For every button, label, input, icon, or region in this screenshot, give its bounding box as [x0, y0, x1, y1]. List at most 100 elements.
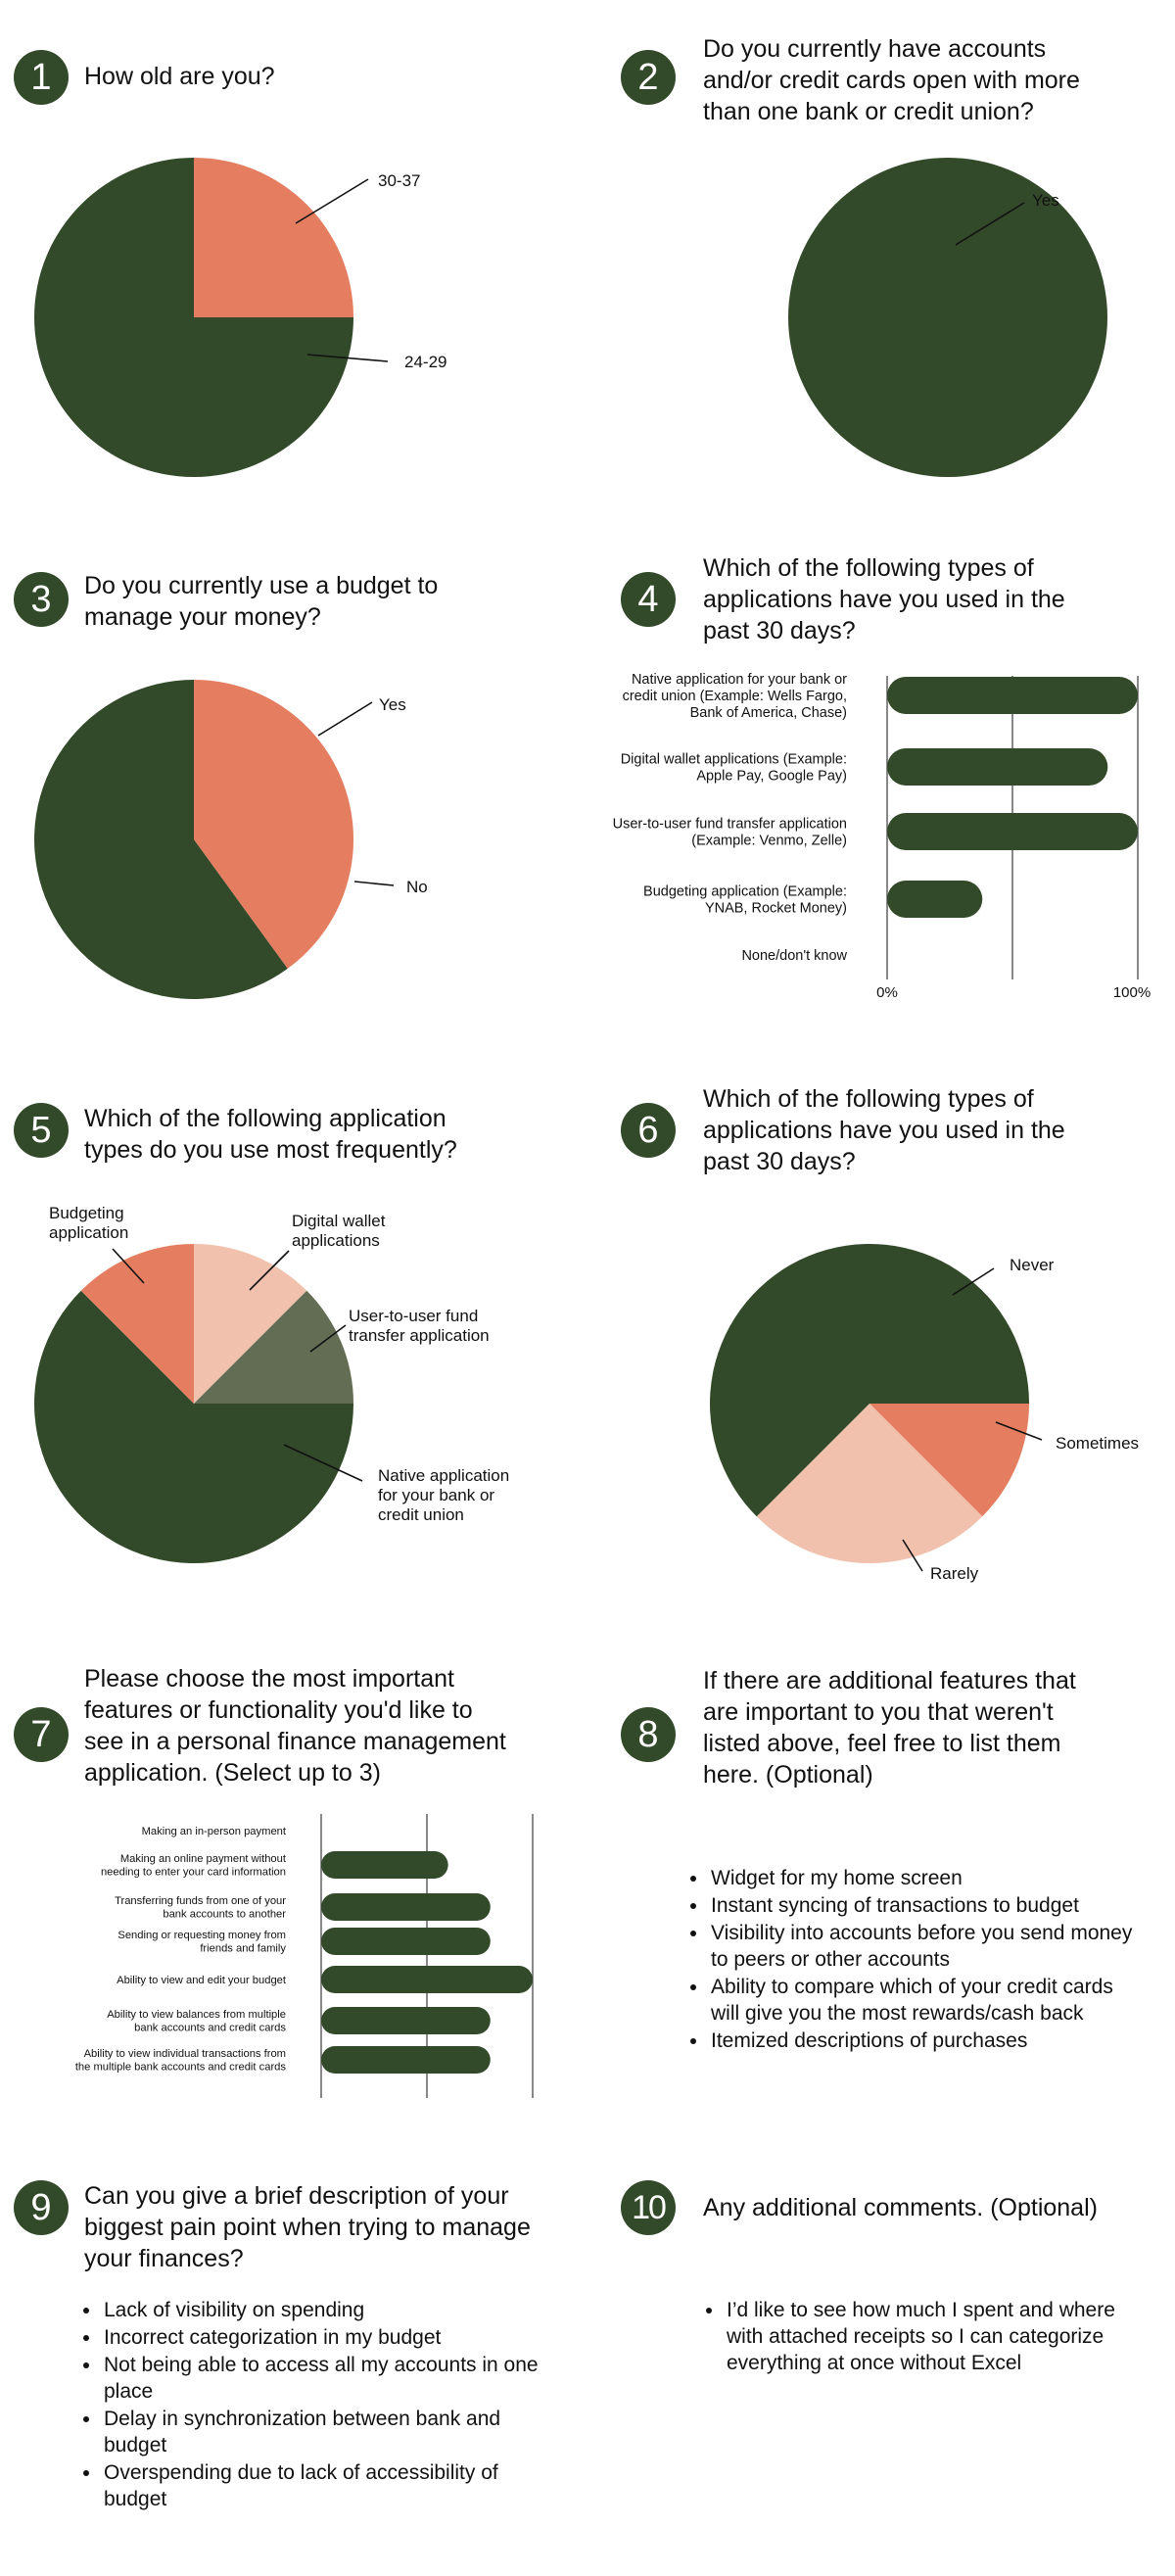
title-line: features or functionality you'd like to	[84, 1696, 473, 1724]
bar	[321, 1851, 448, 1879]
list-item-line: place	[104, 2380, 154, 2403]
slice-label: Native application for your bank or credit…	[378, 1466, 509, 1524]
pie-slice	[756, 1404, 983, 1563]
title-line: your finances?	[84, 2245, 244, 2272]
tick-label: 100%	[1113, 984, 1151, 1001]
callout-line	[317, 701, 373, 737]
bar	[321, 1928, 491, 1955]
question-title-2: Do you currently have accounts and/or cr…	[703, 33, 1080, 127]
title-line: Do you currently have accounts	[703, 35, 1047, 63]
title-line: see in a personal finance management	[84, 1728, 506, 1755]
list-item-line: Itemized descriptions of purchases	[711, 2029, 1028, 2052]
list-item-line: will give you the most rewards/cash back	[711, 2002, 1084, 2025]
list-item-line: Lack of visibility on spending	[104, 2299, 365, 2321]
slice-label: Yes	[379, 695, 406, 714]
list-item-line: budget	[104, 2488, 167, 2510]
question-title-10: Any additional comments. (Optional)	[703, 2192, 1098, 2223]
title-line: Which of the following application	[84, 1105, 446, 1132]
title-line: Please choose the most important	[84, 1665, 454, 1693]
title-line: listed above, feel free to list them	[703, 1730, 1061, 1757]
question-title-9: Can you give a brief description of your…	[84, 2180, 531, 2274]
bar	[887, 677, 1138, 714]
bar	[321, 1893, 491, 1921]
callout-line	[249, 1250, 290, 1291]
list-item-line: everything at once without Excel	[727, 2352, 1022, 2374]
pie-slice	[194, 158, 353, 317]
list-item: Instant syncing of transactions to budge…	[709, 1892, 1132, 1919]
question-title-6: Which of the following types of applicat…	[703, 1083, 1065, 1177]
category-label: Digital wallet applications (Example: App…	[621, 752, 847, 785]
title-line: types do you use most frequently?	[84, 1136, 457, 1164]
pie-slice	[34, 158, 353, 477]
list-item: Itemized descriptions of purchases	[709, 2027, 1132, 2054]
title-line: past 30 days?	[703, 1148, 856, 1175]
title-line: are important to you that weren't	[703, 1698, 1054, 1726]
callout-line	[295, 178, 369, 224]
answer-list-q9: Lack of visibility on spending Incorrect…	[65, 2297, 539, 2513]
category-label: Ability to view and edit your budget	[117, 1975, 287, 1986]
pie-slice	[33, 1290, 353, 1563]
question-title-4: Which of the following types of applicat…	[703, 552, 1065, 646]
title-line: applications have you used in the	[703, 586, 1065, 613]
question-title-8: If there are additional features that ar…	[703, 1665, 1076, 1790]
pie-slice	[80, 1244, 194, 1404]
slice-label: Yes	[1032, 191, 1059, 210]
slice-label: No	[406, 878, 428, 896]
slice-label: Sometimes	[1056, 1434, 1139, 1453]
list-item-line: Overspending due to lack of accessibilit…	[104, 2461, 498, 2484]
title-line: than one bank or credit union?	[703, 98, 1034, 125]
question-number-4: 4	[621, 572, 676, 627]
pie-slice	[194, 680, 353, 969]
title-line: Any additional comments. (Optional)	[703, 2194, 1098, 2221]
category-label: User-to-user fund transfer application (E…	[613, 817, 847, 849]
list-item-line: Visibility into accounts before you send…	[711, 1922, 1133, 1944]
category-label: Transferring funds from one of your bank …	[115, 1895, 286, 1921]
callout-line	[309, 1324, 347, 1353]
list-item: Lack of visibility on spending	[102, 2297, 539, 2323]
callout-line	[306, 354, 389, 362]
title-line: applications have you used in the	[703, 1117, 1065, 1144]
category-label: Sending or requesting money from friends …	[118, 1930, 286, 1955]
bar	[887, 881, 983, 918]
category-label: Native application for your bank or credi…	[623, 672, 848, 721]
category-label: Making an online payment without needing …	[101, 1853, 287, 1879]
pie-slice	[194, 1244, 307, 1404]
title-line: biggest pain point when trying to manage	[84, 2214, 531, 2241]
question-title-7: Please choose the most important feature…	[84, 1663, 506, 1789]
question-number-9: 9	[14, 2180, 69, 2235]
question-number-2: 2	[621, 50, 676, 105]
list-item: Ability to compare which of your credit …	[709, 1974, 1132, 2027]
list-item-line: Not being able to access all my accounts…	[104, 2354, 539, 2376]
question-title-1: How old are you?	[84, 61, 275, 92]
bar	[887, 748, 1108, 786]
title-line: Do you currently use a budget to	[84, 572, 439, 599]
pie-slice	[194, 1290, 353, 1404]
callout-line	[112, 1248, 145, 1284]
category-label: None/don't know	[741, 948, 847, 964]
callout-line	[995, 1421, 1043, 1441]
bar	[321, 2046, 491, 2074]
slice-label: User-to-user fund transfer application	[349, 1307, 490, 1345]
pie-slice	[34, 680, 288, 999]
title-line: manage your money?	[84, 603, 321, 631]
list-item: Overspending due to lack of accessibilit…	[102, 2459, 539, 2512]
slice-label: 24-29	[404, 353, 446, 371]
list-item-line: budget	[104, 2434, 167, 2457]
pie-slice	[710, 1244, 1029, 1517]
list-item-line: Incorrect categorization in my budget	[104, 2326, 442, 2349]
list-item: Incorrect categorization in my budget	[102, 2324, 539, 2351]
slice-label: Digital wallet applications	[292, 1212, 386, 1250]
title-line: How old are you?	[84, 63, 275, 90]
question-title-5: Which of the following application types…	[84, 1103, 457, 1166]
title-line: application. (Select up to 3)	[84, 1759, 381, 1787]
title-line: here. (Optional)	[703, 1761, 873, 1789]
category-label: Budgeting application (Example: YNAB, Roc…	[643, 884, 847, 917]
list-item-line: I’d like to see how much I spent and whe…	[727, 2299, 1115, 2321]
question-title-3: Do you currently use a budget to manage …	[84, 570, 438, 633]
list-item-line: Delay in synchronization between bank an…	[104, 2408, 501, 2430]
